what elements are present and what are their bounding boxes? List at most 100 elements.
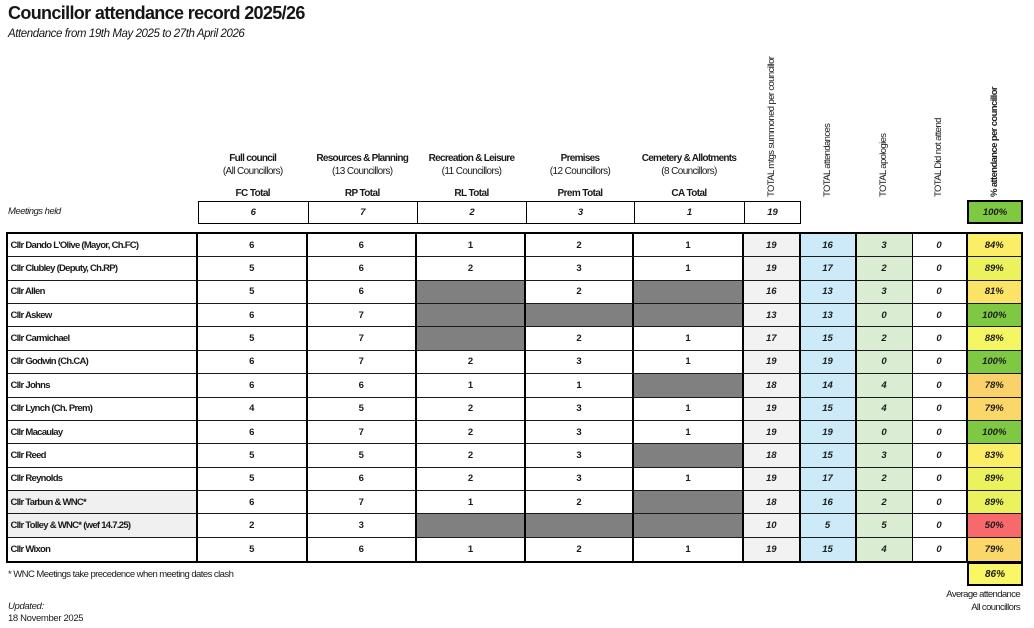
cell-no-membership <box>634 304 744 328</box>
cell-no-membership <box>634 490 744 515</box>
cell-rp-total: 7 <box>307 327 417 351</box>
cell-pct-attendance: 89% <box>967 490 1021 515</box>
cell-prem-total: 3 <box>526 397 634 421</box>
councillor-name: Cllr Askew <box>8 304 198 328</box>
cell-fc-total: 6 <box>198 234 308 258</box>
cell-fc-total: 5 <box>198 537 308 561</box>
cell-apologies: 2 <box>856 490 913 515</box>
cell-no-membership <box>417 514 526 538</box>
cell-attendances: 13 <box>800 280 857 305</box>
cell-rp-total: 6 <box>307 467 417 491</box>
cell-fc-total: 6 <box>198 420 308 445</box>
cell-prem-total: 3 <box>526 257 634 281</box>
councillor-name: Cllr Johns <box>8 374 198 398</box>
attendance-table: Cllr Dando L'Olive (Mayor, Ch.FC) 6 6 1 2 1 19… <box>6 232 1023 563</box>
councillor-name: Cllr Tarbun & WNC* <box>8 490 198 515</box>
cell-no-membership <box>526 304 634 328</box>
cell-did-not-attend: 0 <box>912 327 968 351</box>
cell-attendances: 17 <box>800 257 857 281</box>
committee-sub: (12 Councillors) <box>549 166 611 177</box>
cell-attendances: 15 <box>800 397 857 421</box>
cell-prem-total: 2 <box>526 537 634 561</box>
cell-total-mtgs: 19 <box>744 537 801 561</box>
committee-name: Cemetery & Allotments <box>641 153 737 164</box>
cell-rp-total: 6 <box>307 374 417 398</box>
councillor-name: Cllr Reed <box>8 444 198 468</box>
cell-total-mtgs: 10 <box>744 514 801 538</box>
cell-attendances: 19 <box>800 420 857 445</box>
cell-rl-total: 2 <box>417 420 526 445</box>
committee-sub: (11 Councillors) <box>441 166 502 177</box>
cell-prem-total: 2 <box>526 327 634 351</box>
cell-rp-total: 6 <box>307 257 417 281</box>
cell-apologies: 3 <box>856 280 913 305</box>
cell-ca-total: 1 <box>634 420 744 445</box>
committee-total-label: Prem Total <box>557 188 604 199</box>
cell-rp-total: 7 <box>307 490 417 515</box>
cell-fc-total: 5 <box>198 467 308 491</box>
column-header-premises: Premises (12 Councillors) Prem Total <box>526 152 634 200</box>
cell-rl-total: 2 <box>417 444 526 468</box>
cell-no-membership <box>634 280 744 305</box>
updated-date: 18 November 2025 <box>8 613 84 624</box>
cell-pct-attendance: 88% <box>967 327 1021 351</box>
cell-rp-total: 6 <box>308 537 417 561</box>
cell-rl-total: 1 <box>417 490 526 515</box>
meetings-held-fc: 6 <box>199 202 309 223</box>
meetings-held-ca: 1 <box>635 202 745 223</box>
cell-fc-total: 5 <box>198 327 308 351</box>
cell-apologies: 0 <box>856 420 913 445</box>
meetings-held-prem: 3 <box>527 202 635 223</box>
cell-apologies: 0 <box>856 304 913 328</box>
cell-total-mtgs: 16 <box>744 280 801 305</box>
cell-no-membership <box>526 514 634 538</box>
cell-attendances: 19 <box>800 350 857 375</box>
cell-did-not-attend: 0 <box>912 374 968 398</box>
cell-total-mtgs: 13 <box>744 304 801 328</box>
meetings-held-percent: 100% <box>967 200 1023 224</box>
page-subtitle: Attendance from 19th May 2025 to 27th Ap… <box>8 28 245 40</box>
cell-ca-total: 1 <box>634 350 744 375</box>
cell-total-mtgs: 19 <box>744 350 801 375</box>
cell-total-mtgs: 19 <box>744 234 801 258</box>
average-attendance-label: Average attendance <box>946 589 1020 600</box>
cell-rl-total: 2 <box>417 397 526 421</box>
cell-did-not-attend: 0 <box>912 420 968 445</box>
cell-fc-total: 2 <box>198 514 308 538</box>
meetings-held-label: Meetings held <box>8 206 61 217</box>
cell-no-membership <box>634 444 744 468</box>
footnote: * WNC Meetings take precedence when meet… <box>8 569 234 580</box>
average-attendance-value: 86% <box>967 562 1023 586</box>
cell-ca-total: 1 <box>634 257 744 281</box>
cell-did-not-attend: 0 <box>912 280 968 305</box>
column-header-total-apologies: TOTAL apologies <box>878 133 889 197</box>
committee-total-label: RL Total <box>454 188 489 199</box>
cell-attendances: 15 <box>800 444 857 468</box>
cell-rl-total: 1 <box>417 537 526 561</box>
committee-total-label: CA Total <box>671 188 707 199</box>
cell-did-not-attend: 0 <box>912 397 968 421</box>
cell-apologies: 5 <box>856 514 913 538</box>
cell-did-not-attend: 0 <box>912 257 968 281</box>
cell-fc-total: 6 <box>198 350 308 375</box>
cell-pct-attendance: 81% <box>967 280 1021 305</box>
cell-total-mtgs: 18 <box>744 490 801 515</box>
cell-pct-attendance: 100% <box>967 420 1021 445</box>
cell-pct-attendance: 100% <box>967 304 1021 328</box>
cell-total-mtgs: 19 <box>744 257 801 281</box>
committee-sub: (All Councillors) <box>222 166 283 177</box>
cell-attendances: 16 <box>800 490 857 515</box>
councillor-name: Cllr Lynch (Ch. Prem) <box>8 397 198 421</box>
cell-pct-attendance: 89% <box>967 467 1021 491</box>
committee-name: Full council <box>229 153 277 164</box>
cell-attendances: 16 <box>800 234 857 258</box>
cell-pct-attendance: 78% <box>967 374 1021 398</box>
cell-rp-total: 6 <box>307 280 417 305</box>
cell-prem-total: 3 <box>526 420 634 445</box>
cell-pct-attendance: 50% <box>967 514 1021 538</box>
cell-pct-attendance: 89% <box>967 257 1021 281</box>
councillor-name: Cllr Wixon <box>8 537 198 561</box>
cell-rp-total: 6 <box>307 234 417 258</box>
councillor-name: Cllr Carmichael <box>8 327 198 351</box>
cell-pct-attendance: 100% <box>967 350 1021 375</box>
